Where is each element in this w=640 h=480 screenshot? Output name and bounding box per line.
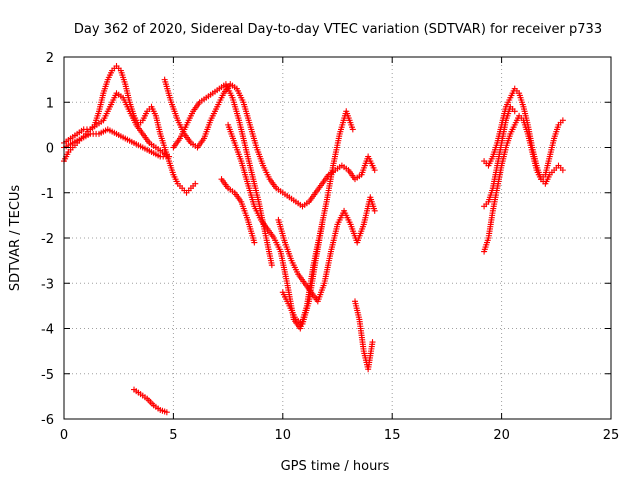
- data-point: [371, 167, 378, 174]
- y-tick-label: -3: [41, 277, 54, 292]
- data-point: [369, 339, 376, 346]
- data-points: [61, 63, 566, 416]
- x-axis-label: GPS time / hours: [281, 459, 390, 474]
- x-tick-label: 0: [60, 428, 68, 443]
- data-point: [163, 409, 170, 416]
- data-point: [268, 262, 275, 269]
- y-tick-label: 1: [46, 96, 54, 111]
- y-tick-label: -4: [41, 323, 54, 338]
- x-tick-label: 10: [275, 428, 292, 443]
- data-point: [371, 207, 378, 214]
- y-tick-label: 2: [46, 51, 54, 66]
- y-tick-label: -1: [41, 187, 54, 202]
- y-tick-label: -6: [41, 413, 54, 428]
- data-point: [251, 239, 258, 246]
- y-axis-label: SDTVAR / TECUs: [8, 185, 23, 292]
- x-tick-label: 20: [493, 428, 510, 443]
- data-point: [166, 153, 173, 160]
- axis-ticks: 0 5 10 15 20 25 -6 -5 -4 -3 -2 -1 0 1 2: [41, 51, 619, 443]
- x-tick-label: 5: [169, 428, 177, 443]
- data-point: [349, 126, 356, 133]
- data-point: [192, 180, 199, 187]
- y-tick-label: -2: [41, 232, 54, 247]
- x-tick-label: 15: [384, 428, 401, 443]
- chart-title: Day 362 of 2020, Sidereal Day-to-day VTE…: [74, 22, 602, 37]
- y-tick-label: 0: [46, 142, 54, 157]
- data-point: [511, 108, 518, 115]
- data-point: [559, 117, 566, 124]
- x-tick-label: 25: [603, 428, 620, 443]
- data-point: [319, 221, 326, 228]
- data-point: [559, 167, 566, 174]
- y-tick-label: -5: [41, 368, 54, 383]
